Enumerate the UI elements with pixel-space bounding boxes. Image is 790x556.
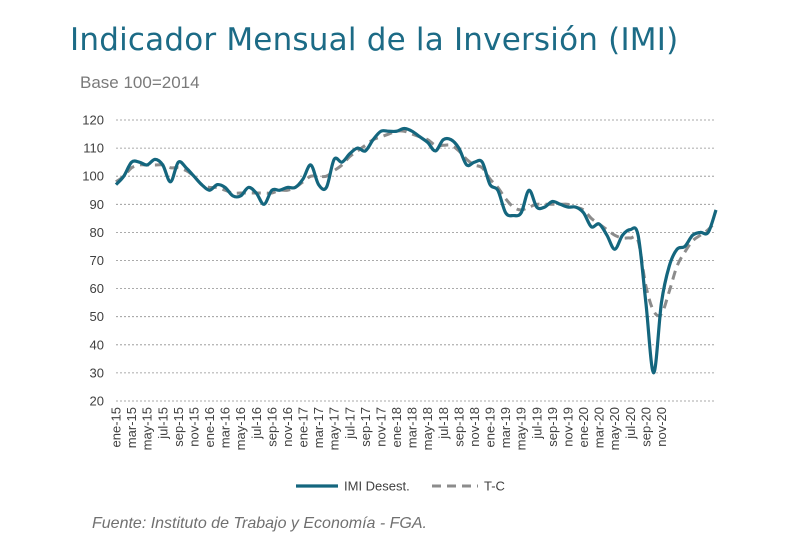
x-tick-label: may-18	[420, 407, 435, 450]
y-tick-label: 20	[90, 394, 104, 409]
x-tick-label: nov-17	[373, 407, 388, 447]
source-note: Fuente: Instituto de Trabajo y Economía …	[92, 515, 427, 532]
x-tick-label: nov-15	[186, 407, 201, 447]
x-tick-label: mar-18	[405, 407, 420, 448]
x-tick-label: sep-15	[171, 407, 186, 447]
x-tick-label: ene-19	[483, 407, 498, 447]
series-lines	[114, 126, 718, 375]
x-tick-label: sep-20	[638, 407, 653, 447]
x-tick-label: may-16	[233, 407, 248, 450]
x-tick-label: may-20	[607, 407, 622, 450]
x-tick-label: mar-15	[124, 407, 139, 448]
x-tick-label: ene-16	[202, 407, 217, 447]
gridlines	[116, 119, 716, 402]
y-tick-label: 40	[90, 337, 104, 352]
x-tick-label: sep-18	[451, 407, 466, 447]
x-tick-label: ene-17	[296, 407, 311, 447]
chart-subtitle: Base 100=2014	[80, 73, 200, 92]
y-tick-label: 50	[90, 309, 104, 324]
x-tick-label: ene-20	[576, 407, 591, 447]
x-tick-label: may-19	[514, 407, 529, 450]
x-tick-label: may-15	[140, 407, 155, 450]
x-tick-label: mar-19	[498, 407, 513, 448]
x-tick-label: jul-16	[249, 407, 264, 440]
y-tick-label: 30	[90, 365, 104, 380]
legend: IMI Desest. T-C	[296, 479, 505, 494]
x-tick-label: may-17	[327, 407, 342, 450]
x-tick-label: mar-16	[218, 407, 233, 448]
y-tick-label: 60	[90, 281, 104, 296]
x-tick-label: jul-17	[342, 407, 357, 440]
series-line-imi	[114, 126, 718, 375]
x-tick-label: ene-15	[109, 407, 124, 447]
x-tick-label: jul-19	[529, 407, 544, 440]
x-tick-label: mar-20	[592, 407, 607, 448]
y-axis-ticks: 20 30 40 50 60 70 80 90 100 110 120	[82, 113, 104, 409]
x-tick-label: jul-15	[155, 407, 170, 440]
y-tick-label: 70	[90, 253, 104, 268]
x-tick-label: ene-18	[389, 407, 404, 447]
x-tick-label: sep-16	[264, 407, 279, 447]
y-tick-label: 120	[82, 113, 104, 128]
x-tick-label: jul-20	[623, 407, 638, 440]
series-line-tc	[115, 129, 718, 318]
legend-label-imi: IMI Desest.	[344, 479, 410, 494]
y-tick-label: 80	[90, 225, 104, 240]
legend-label-tc: T-C	[484, 479, 505, 494]
x-tick-label: sep-19	[545, 407, 560, 447]
x-tick-label: mar-17	[311, 407, 326, 448]
chart-title: Indicador Mensual de la Inversión (IMI)	[70, 22, 679, 58]
x-tick-label: sep-17	[358, 407, 373, 447]
y-tick-label: 110	[83, 141, 104, 156]
y-tick-label: 100	[82, 169, 104, 184]
x-axis-ticks: ene-15 mar-15 may-15 jul-15 sep-15 nov-15 ene-…	[109, 407, 669, 450]
y-tick-label: 90	[90, 197, 104, 212]
x-tick-label: nov-19	[560, 407, 575, 447]
x-tick-label: nov-20	[654, 407, 669, 447]
x-tick-label: jul-18	[436, 407, 451, 440]
x-tick-label: nov-16	[280, 407, 295, 447]
x-tick-label: nov-18	[467, 407, 482, 447]
